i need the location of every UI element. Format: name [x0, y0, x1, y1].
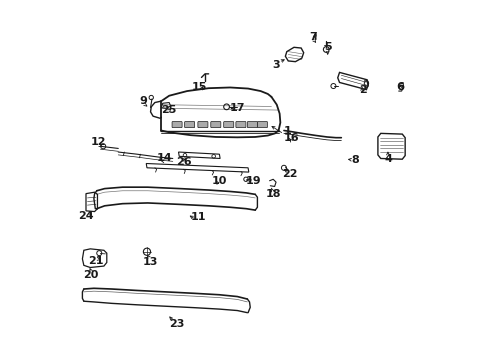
Text: 25: 25: [161, 105, 176, 115]
FancyBboxPatch shape: [257, 122, 267, 128]
Text: 26: 26: [176, 157, 192, 167]
Text: 20: 20: [83, 270, 99, 280]
Text: 3: 3: [272, 59, 279, 69]
FancyBboxPatch shape: [210, 122, 221, 128]
Text: 5: 5: [323, 42, 331, 52]
Text: 13: 13: [142, 257, 158, 267]
Text: 19: 19: [245, 176, 261, 186]
Text: 6: 6: [396, 82, 404, 92]
FancyBboxPatch shape: [198, 122, 207, 128]
Text: 11: 11: [190, 212, 206, 221]
FancyBboxPatch shape: [184, 122, 194, 128]
Text: 2: 2: [358, 85, 366, 95]
Text: 9: 9: [139, 96, 147, 106]
Text: 1: 1: [283, 126, 291, 135]
Text: 24: 24: [78, 211, 94, 221]
FancyBboxPatch shape: [235, 122, 245, 128]
Text: 21: 21: [88, 256, 103, 266]
Text: 8: 8: [351, 155, 359, 165]
FancyBboxPatch shape: [247, 122, 257, 128]
Text: 17: 17: [229, 103, 244, 113]
Text: 12: 12: [90, 138, 106, 147]
Text: 7: 7: [308, 32, 316, 41]
FancyBboxPatch shape: [172, 122, 182, 128]
Text: 16: 16: [284, 133, 299, 143]
Text: 18: 18: [265, 189, 281, 199]
Text: 22: 22: [282, 169, 297, 179]
Text: 15: 15: [192, 82, 207, 93]
Text: 14: 14: [157, 153, 172, 163]
Text: 10: 10: [211, 176, 226, 186]
FancyBboxPatch shape: [223, 122, 233, 128]
Text: 23: 23: [168, 319, 183, 329]
Text: 4: 4: [383, 154, 391, 164]
